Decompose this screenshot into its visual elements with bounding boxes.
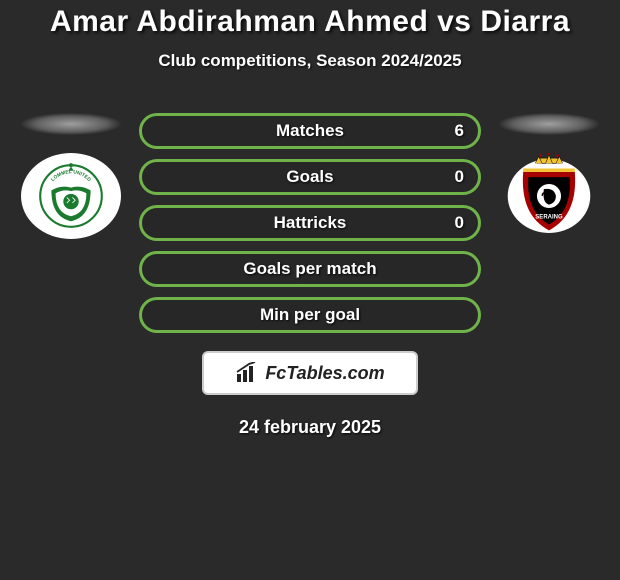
date-line: 24 february 2025 [239,417,381,438]
stat-value: 0 [455,213,464,233]
stat-row-hattricks: Hattricks 0 [139,205,481,241]
left-club-crest: LOMMEL UNITED [21,153,121,239]
right-shadow-ellipse [499,113,599,135]
chart-icon [235,362,261,384]
stat-value: 0 [455,167,464,187]
svg-text:SERAING: SERAING [535,214,563,220]
stat-label: Goals per match [142,259,478,279]
page-subtitle: Club competitions, Season 2024/2025 [158,51,461,71]
stat-label: Min per goal [142,305,478,325]
right-player-col: SERAING [499,113,599,239]
stats-column: Matches 6 Goals 0 Hattricks 0 Goals per … [139,113,481,333]
stat-row-min-per-goal: Min per goal [139,297,481,333]
stat-label: Matches [142,121,478,141]
branding-badge: FcTables.com [202,351,418,395]
lommel-crest-icon: LOMMEL UNITED [36,161,106,231]
left-player-col: LOMMEL UNITED [21,113,121,239]
stat-label: Goals [142,167,478,187]
branding-text: FcTables.com [265,363,384,384]
page-title: Amar Abdirahman Ahmed vs Diarra [50,5,570,39]
stat-row-goals: Goals 0 [139,159,481,195]
stat-value: 6 [455,121,464,141]
left-shadow-ellipse [21,113,121,135]
comparison-row: LOMMEL UNITED Matches 6 Goals 0 Hattrick… [0,113,620,333]
stat-row-goals-per-match: Goals per match [139,251,481,287]
stat-row-matches: Matches 6 [139,113,481,149]
seraing-crest-icon: SERAING [499,153,599,239]
stat-label: Hattricks [142,213,478,233]
right-club-crest: SERAING [499,153,599,239]
